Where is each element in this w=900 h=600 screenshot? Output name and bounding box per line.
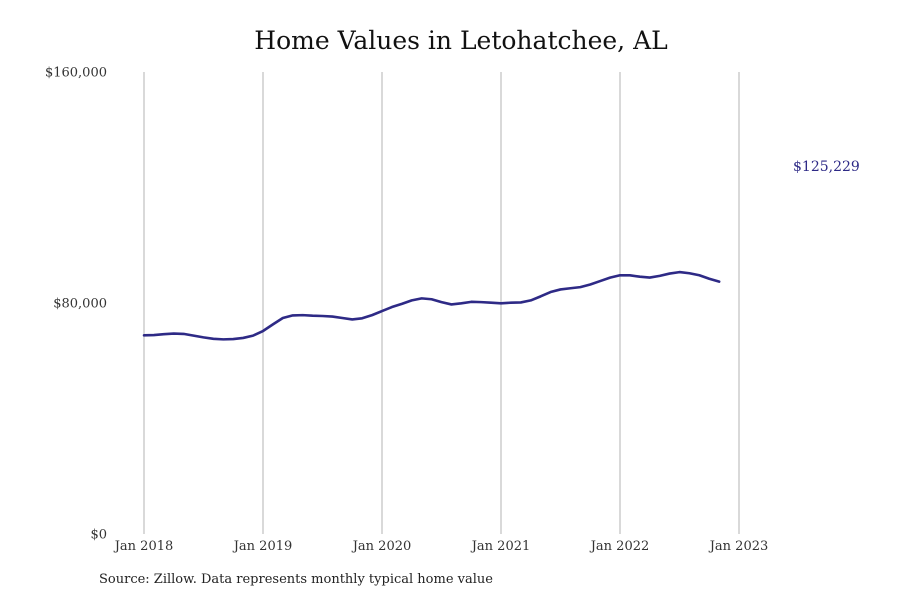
source-note: Source: Zillow. Data represents monthly … (99, 572, 493, 587)
x-tick-label: Jan 2023 (708, 539, 769, 554)
x-tick-label: Jan 2021 (470, 539, 531, 554)
y-axis: $0 $80,000 $160,000 (45, 66, 107, 543)
series-line (142, 270, 721, 341)
x-tick-label: Jan 2022 (589, 539, 650, 554)
y-tick-label: $0 (90, 528, 107, 543)
y-tick-label: $160,000 (45, 66, 107, 81)
chart-title: Home Values in Letohatchee, AL (254, 26, 668, 55)
x-tick-label: Jan 2020 (351, 539, 412, 554)
y-tick-label: $80,000 (53, 297, 107, 312)
x-axis: Jan 2018 Jan 2019 Jan 2020 Jan 2021 Jan 2022… (113, 539, 769, 554)
x-tick-label: Jan 2019 (232, 539, 293, 554)
x-tick-label: Jan 2018 (113, 539, 174, 554)
end-value-label: $125,229 (793, 159, 860, 175)
